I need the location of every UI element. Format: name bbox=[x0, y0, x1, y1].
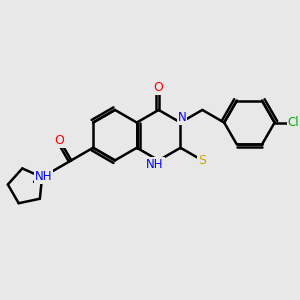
Text: O: O bbox=[55, 134, 64, 147]
Text: O: O bbox=[154, 81, 164, 94]
Text: Cl: Cl bbox=[287, 116, 299, 129]
Text: N: N bbox=[178, 111, 186, 124]
Text: NH: NH bbox=[35, 170, 52, 183]
Text: NH: NH bbox=[146, 158, 164, 171]
Text: S: S bbox=[198, 154, 206, 166]
